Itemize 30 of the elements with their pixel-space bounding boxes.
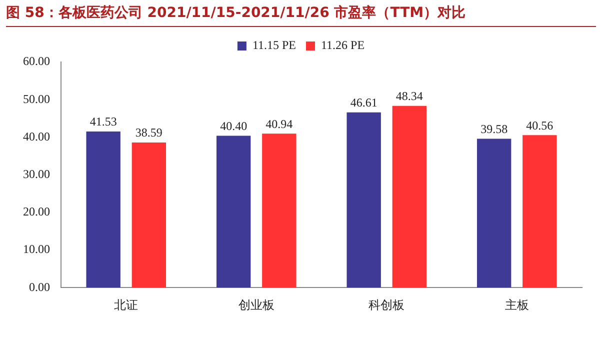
chart-title: 图 58：各板医药公司 2021/11/15-2021/11/26 市盈率（TTM）对比: [6, 4, 466, 22]
y-tick-label: 40.00: [23, 129, 50, 144]
data-label: 40.40: [220, 118, 248, 133]
legend-label: 11.26 PE: [321, 38, 365, 52]
bar: [346, 112, 381, 288]
bar: [216, 136, 251, 288]
data-label: 40.56: [526, 118, 554, 132]
y-tick-label: 0.00: [29, 280, 50, 294]
x-tick-label: 科创板: [368, 298, 405, 312]
bar: [262, 134, 296, 288]
bar: [476, 138, 512, 288]
bar: [522, 135, 557, 288]
bar: [86, 131, 120, 288]
y-tick-label: 60.00: [23, 54, 50, 68]
data-label: 39.58: [480, 122, 508, 136]
y-tick-label: 30.00: [23, 166, 50, 181]
legend-label: 11.15 PE: [252, 38, 296, 52]
x-tick-label: 主板: [504, 298, 529, 312]
y-tick-label: 20.00: [23, 204, 50, 219]
data-label: 40.94: [266, 116, 293, 131]
bar: [132, 142, 166, 288]
data-label: 38.59: [135, 126, 162, 140]
y-tick-label: 50.00: [23, 92, 50, 106]
data-label: 48.34: [396, 89, 423, 103]
x-tick-label: 北证: [114, 298, 138, 312]
x-tick-label: 创业板: [238, 298, 274, 312]
data-label: 41.53: [90, 114, 117, 129]
bar: [392, 106, 427, 288]
y-tick-label: 10.00: [23, 242, 50, 256]
data-label: 46.61: [350, 96, 378, 110]
